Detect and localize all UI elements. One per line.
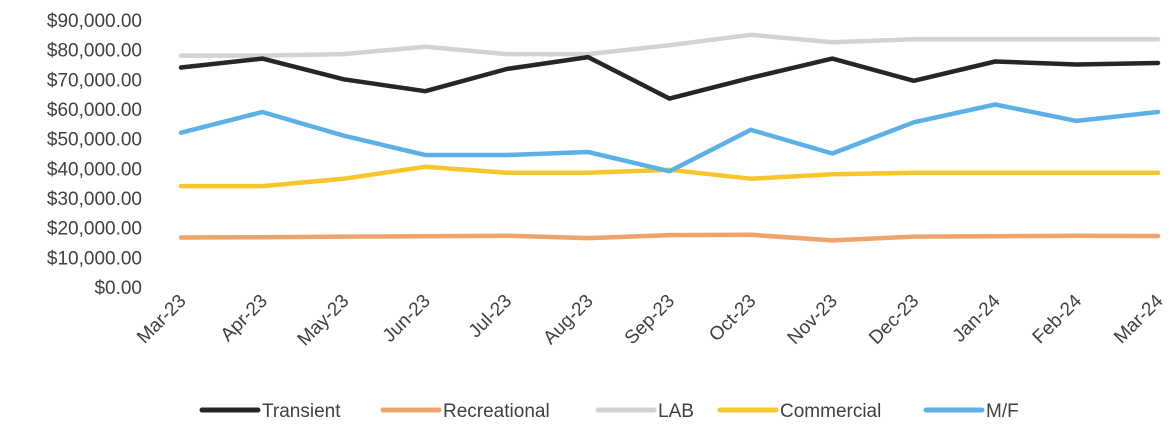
y-tick-label: $30,000.00 — [47, 189, 142, 210]
y-tick-label: $80,000.00 — [47, 41, 142, 62]
y-tick-label: $70,000.00 — [47, 70, 142, 91]
x-tick-label: Dec-23 — [865, 291, 923, 349]
x-tick-label: Aug-23 — [539, 291, 597, 349]
legend-label-transient: Transient — [262, 401, 341, 422]
series-line-recreational — [178, 232, 1161, 243]
x-tick-label: Apr-23 — [217, 291, 272, 346]
y-tick-label: $60,000.00 — [47, 100, 142, 121]
legend: Transient Recreational LAB Commercial M/F — [199, 401, 1019, 422]
legend-label-recreational: Recreational — [443, 401, 550, 422]
x-tick-label: Jan-24 — [949, 290, 1005, 346]
y-tick-label: $10,000.00 — [47, 248, 142, 269]
x-tick-label: Jun-23 — [379, 291, 435, 347]
x-tick-label: Jul-23 — [465, 291, 516, 342]
y-tick-label: $90,000.00 — [47, 11, 142, 32]
series-lines — [178, 32, 1161, 243]
x-tick-label: Feb-24 — [1029, 290, 1087, 348]
legend-label-commercial: Commercial — [780, 401, 881, 422]
x-tick-label: Nov-23 — [784, 291, 842, 349]
y-tick-label: $0.00 — [94, 278, 142, 299]
x-axis: Mar-23 Apr-23 May-23 Jun-23 Jul-23 Aug-23 Sep-… — [133, 290, 1168, 350]
series-line-lab — [178, 32, 1161, 58]
x-tick-label: May-23 — [294, 291, 354, 351]
y-tick-label: $20,000.00 — [47, 219, 142, 240]
series-line-transient — [178, 54, 1161, 101]
x-tick-label: Oct-23 — [705, 291, 760, 346]
x-tick-label: Mar-23 — [133, 291, 190, 348]
x-tick-label: Sep-23 — [621, 291, 679, 349]
series-line-m-f — [178, 102, 1161, 174]
y-tick-label: $40,000.00 — [47, 159, 142, 180]
y-axis: $0.00 $10,000.00 $20,000.00 $30,000.00 $40,0… — [47, 11, 142, 299]
legend-label-m-f: M/F — [986, 401, 1019, 422]
legend-label-lab: LAB — [658, 401, 694, 422]
x-tick-label: Mar-24 — [1110, 290, 1168, 348]
y-tick-label: $50,000.00 — [47, 130, 142, 151]
